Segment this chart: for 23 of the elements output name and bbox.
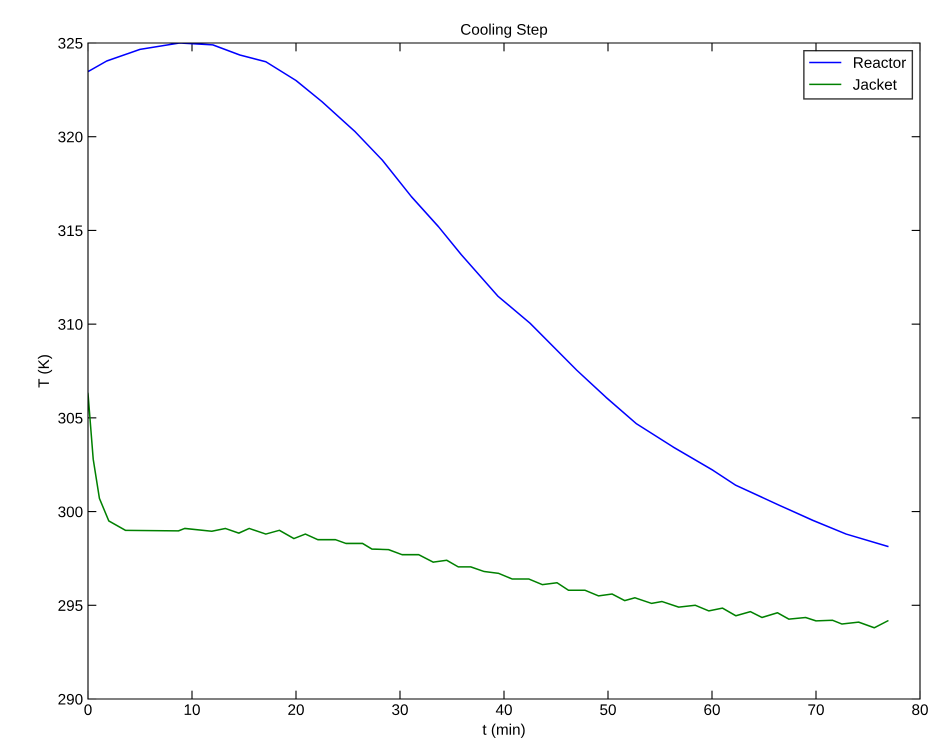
x-axis-title: t (min) <box>482 724 525 738</box>
y-tick-label: 305 <box>58 412 82 424</box>
x-tick-label: 80 <box>912 704 928 716</box>
y-tick-label: 300 <box>58 506 83 518</box>
y-tick-label: 325 <box>58 38 82 49</box>
x-tick-label: 0 <box>84 704 92 716</box>
x-tick-label: 60 <box>704 704 720 716</box>
x-tick-label: 70 <box>808 704 824 716</box>
y-axis-title: T (K) <box>38 355 52 388</box>
x-tick-label: 10 <box>184 704 200 716</box>
x-tick-label: 30 <box>392 704 408 716</box>
y-tick-label: 310 <box>58 319 83 330</box>
chart-title: Cooling Step <box>461 24 548 38</box>
x-tick-label: 20 <box>288 704 304 716</box>
legend-label: Reactor <box>854 57 906 68</box>
line-series <box>88 392 889 629</box>
x-tick-label: 40 <box>496 704 512 716</box>
x-tick-label: 50 <box>600 704 616 716</box>
y-tick-label: 290 <box>58 694 83 705</box>
legend-label: Jacket <box>852 78 897 90</box>
y-tick-label: 295 <box>58 600 82 611</box>
y-tick-label: 320 <box>58 132 83 142</box>
y-tick-label: 315 <box>58 225 82 236</box>
